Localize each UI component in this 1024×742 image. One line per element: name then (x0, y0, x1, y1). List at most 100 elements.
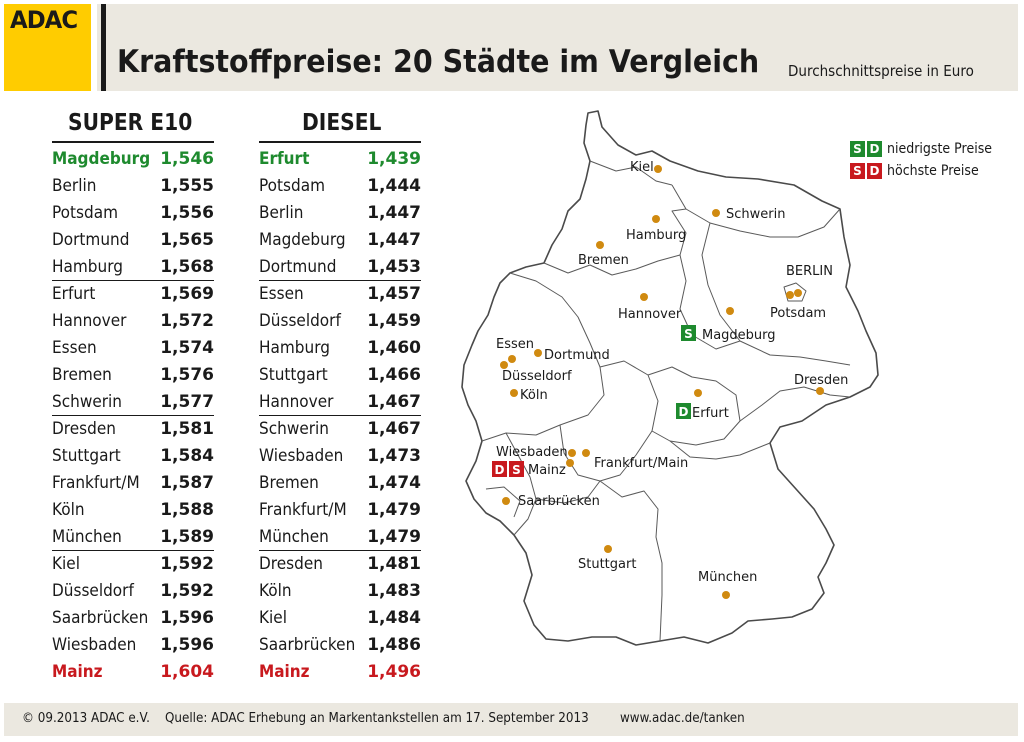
super-row: Potsdam 1,556 (52, 200, 214, 227)
super-row-city: Wiesbaden (52, 635, 137, 655)
legend-lowest-s-badge: S (850, 141, 865, 157)
badge-mainz-super: S (509, 461, 524, 477)
super-heading-rule (52, 141, 214, 143)
diesel-row-price: 1,459 (367, 311, 421, 331)
diesel-row: Saarbrücken 1,486 (259, 632, 421, 659)
state-border-lower-saxony (543, 208, 687, 276)
super-row: Bremen 1,576 (52, 362, 214, 389)
legend-lowest-label: niedrigste Preise (887, 141, 993, 157)
state-border-saxony (739, 386, 851, 422)
label-hamburg: Hamburg (626, 228, 686, 243)
super-row-city: Saarbrücken (52, 608, 149, 628)
super-heading: SUPER E10 (68, 110, 193, 136)
legend-highest-s-badge: S (850, 163, 865, 179)
diesel-row-price: 1,496 (367, 662, 421, 682)
label-saarbruecken: Saarbrücken (518, 494, 600, 509)
state-border-thuringia (647, 366, 741, 446)
state-border-nrw (481, 272, 605, 442)
diesel-row-city: Magdeburg (259, 230, 346, 250)
super-row: Schwerin 1,577 (52, 389, 214, 416)
super-row-city: Erfurt (52, 284, 96, 304)
super-row-city: Stuttgart (52, 446, 121, 466)
diesel-row-city: Schwerin (259, 419, 329, 439)
diesel-row-city: Köln (259, 581, 292, 601)
super-row-price: 1,589 (160, 527, 214, 547)
label-dortmund: Dortmund (544, 348, 610, 363)
state-borders (481, 160, 851, 642)
diesel-row-city: Hannover (259, 392, 334, 412)
label-koeln: Köln (520, 388, 548, 403)
diesel-row-price: 1,439 (367, 149, 421, 169)
diesel-row: Bremen 1,474 (259, 470, 421, 497)
dot-erfurt (694, 389, 702, 397)
super-row-city: Dortmund (52, 230, 130, 250)
badge-erfurt-diesel-letter: D (679, 405, 689, 419)
label-wiesbaden: Wiesbaden (496, 445, 568, 460)
diesel-row-city: Bremen (259, 473, 319, 493)
diesel-row-price: 1,467 (367, 419, 421, 439)
diesel-row-city: Hamburg (259, 338, 330, 358)
dot-bremen (596, 241, 604, 249)
super-row: Düsseldorf 1,592 (52, 578, 214, 605)
diesel-heading-rule (259, 141, 421, 143)
state-border-bw-bavaria (599, 480, 663, 642)
label-essen: Essen (496, 337, 534, 352)
badge-magdeburg-super: S (681, 325, 696, 341)
super-row-city: Magdeburg (52, 149, 151, 169)
diesel-row-price: 1,447 (367, 230, 421, 250)
dot-kiel (654, 165, 662, 173)
footer-url[interactable]: www.adac.de/tanken (620, 711, 745, 726)
legend-highest-d-badge: D (867, 163, 882, 179)
logo-text: ADAC (10, 6, 78, 34)
badge-mainz-super-letter: S (512, 463, 521, 477)
super-row-city: Dresden (52, 419, 116, 439)
super-row-city: Essen (52, 338, 97, 358)
dot-wiesbaden (568, 449, 576, 457)
super-row: Hannover 1,572 (52, 308, 214, 335)
diesel-heading: DIESEL (302, 110, 382, 136)
super-row-price: 1,577 (160, 392, 214, 412)
super-row-price: 1,588 (160, 500, 214, 520)
label-hannover: Hannover (618, 307, 682, 322)
diesel-row-price: 1,486 (367, 635, 421, 655)
diesel-row: Hannover 1,467 (259, 389, 421, 416)
label-stuttgart: Stuttgart (578, 557, 636, 572)
diesel-row-city: Düsseldorf (259, 311, 341, 331)
diesel-row: Erfurt 1,439 (259, 146, 421, 173)
diesel-row-price: 1,479 (367, 527, 421, 547)
super-row-city: Kiel (52, 554, 80, 574)
legend-highest-label: höchste Preise (887, 163, 979, 179)
diesel-row-city: Potsdam (259, 176, 326, 196)
diesel-row-city: Kiel (259, 608, 287, 628)
super-row-city: Schwerin (52, 392, 122, 412)
dot-hannover (640, 293, 648, 301)
diesel-row: München 1,479 (259, 524, 421, 551)
header-bar (97, 4, 1018, 91)
super-row-price: 1,546 (160, 149, 214, 169)
super-row: Saarbrücken 1,596 (52, 605, 214, 632)
label-erfurt: Erfurt (692, 406, 729, 421)
page-subtitle: Durchschnittspreise in Euro (788, 62, 974, 80)
super-row-city: Frankfurt/M (52, 473, 140, 493)
adac-logo: ADAC (4, 4, 91, 91)
city-dots (500, 165, 824, 599)
super-row-city: Düsseldorf (52, 581, 134, 601)
state-border-schleswig-holstein (589, 160, 673, 186)
germany-outline (461, 110, 879, 646)
dot-duesseldorf (500, 361, 508, 369)
diesel-row-price: 1,467 (367, 392, 421, 412)
dot-potsdam (786, 291, 794, 299)
diesel-row-price: 1,473 (367, 446, 421, 466)
diesel-row-city: Saarbrücken (259, 635, 356, 655)
diesel-row-price: 1,479 (367, 500, 421, 520)
diesel-row-city: Mainz (259, 662, 310, 682)
super-row: Frankfurt/M 1,587 (52, 470, 214, 497)
legend-lowest-d-badge: D (867, 141, 882, 157)
state-border-saarland (485, 486, 521, 518)
diesel-row-price: 1,453 (367, 257, 421, 277)
dot-essen (508, 355, 516, 363)
state-border-bw-north (535, 480, 601, 504)
badge-mainz-diesel: D (492, 461, 507, 477)
diesel-row-price: 1,483 (367, 581, 421, 601)
